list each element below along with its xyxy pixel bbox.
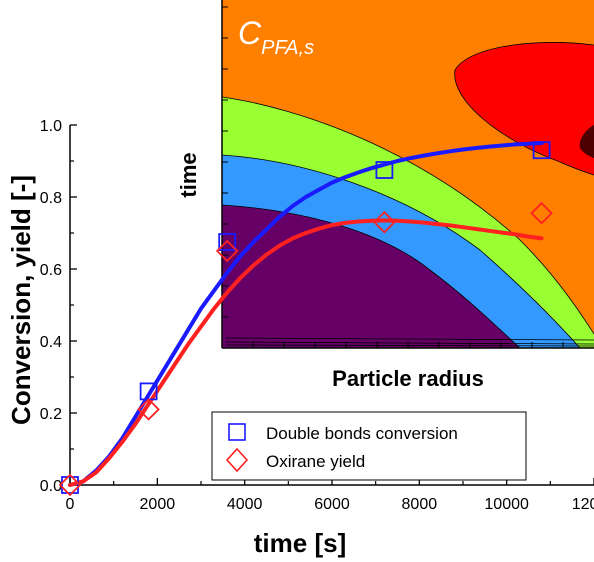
- marker-square: [139, 382, 158, 401]
- y-tick-label: 0.6: [40, 262, 62, 279]
- inset-annotation: CPFA,s: [238, 15, 314, 59]
- marker-diamond: [137, 398, 160, 421]
- inset-y-axis-title: time: [176, 152, 201, 197]
- series-layer: [58, 141, 553, 497]
- x-axis-ticks: 0 2000 4000 6000 8000 10000 12000: [66, 478, 594, 513]
- inset-contour-lines: [222, 42, 594, 348]
- legend-label-oxirane: Oxirane yield: [266, 452, 365, 471]
- y-tick-label: 0.8: [40, 190, 62, 207]
- y-axis-title: Conversion, yield [-]: [6, 175, 36, 425]
- y-tick-label: 0.2: [40, 406, 62, 423]
- fit-line-0: [68, 141, 544, 487]
- fit-line-1: [68, 218, 544, 487]
- inset-band-purple: [222, 205, 520, 348]
- marker-square: [375, 161, 394, 179]
- marker-diamond: [530, 201, 553, 225]
- legend-marker-square: [228, 423, 246, 441]
- x-tick-label: 10000: [484, 496, 529, 513]
- x-tick-label: 4000: [227, 496, 263, 513]
- x-axis-title: time [s]: [254, 528, 346, 558]
- x-tick-label: 0: [66, 496, 75, 513]
- inset-band-darkred: [579, 125, 594, 158]
- x-tick-label: 12000: [572, 496, 594, 513]
- marker-square: [532, 141, 551, 160]
- inset-x-axis-title: Particle radius: [332, 366, 484, 391]
- marker-square: [218, 233, 237, 251]
- marker-diamond: [58, 473, 82, 497]
- legend-label-conversion: Double bonds conversion: [266, 424, 458, 443]
- legend: Double bonds conversion Oxirane yield: [211, 411, 527, 481]
- x-tick-label: 2000: [140, 496, 176, 513]
- x-tick-label: 8000: [402, 496, 438, 513]
- y-tick-label: 0.4: [40, 334, 62, 351]
- legend-box: [211, 411, 527, 481]
- y-axis-ticks: 0.0 0.2 0.4 0.6 0.8 1.0: [40, 118, 77, 495]
- inset-ticks: [222, 6, 564, 348]
- x-tick-label: 6000: [314, 496, 350, 513]
- marker-diamond: [373, 210, 396, 234]
- inset-contour-plot: CPFA,s Particle radius time: [176, 0, 594, 391]
- inset-band-red: [454, 42, 594, 175]
- y-tick-label: 1.0: [40, 118, 62, 135]
- marker-square: [61, 476, 79, 494]
- marker-diamond: [215, 239, 239, 263]
- y-tick-label: 0.0: [40, 478, 62, 495]
- legend-marker-diamond: [225, 447, 249, 473]
